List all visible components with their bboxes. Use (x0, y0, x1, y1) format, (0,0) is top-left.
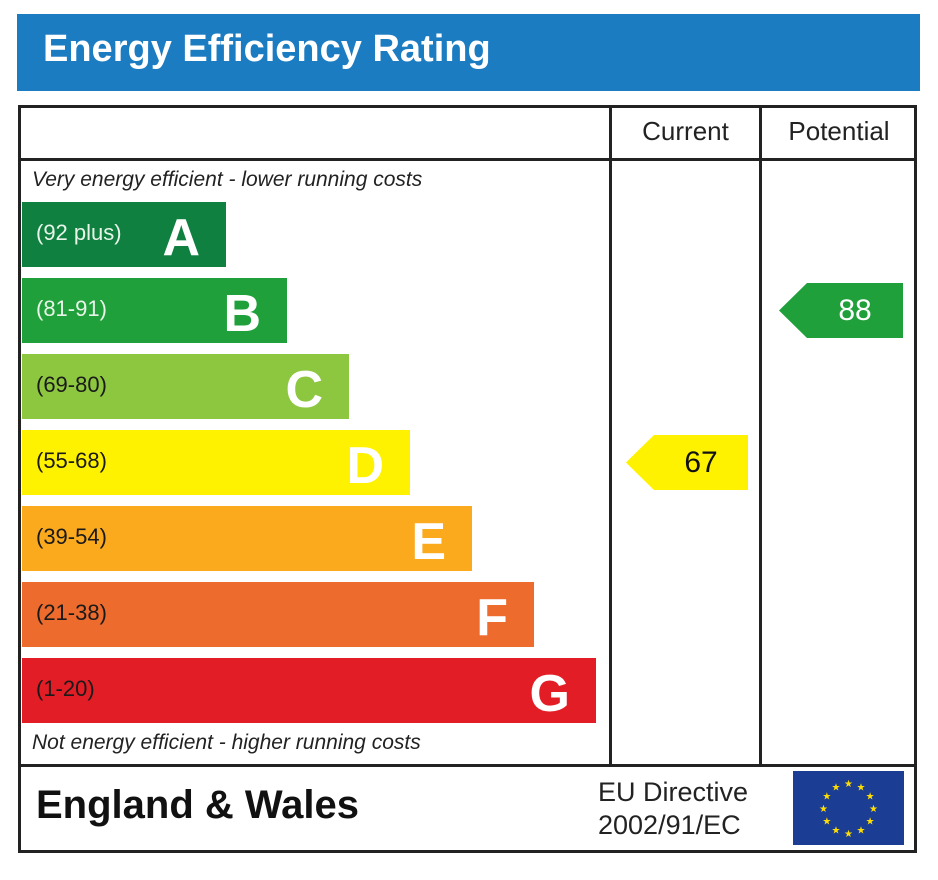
band-letter: F (476, 589, 508, 647)
band-range: (92 plus) (36, 220, 122, 245)
eu-star: ★ (844, 779, 853, 790)
potential-column-divider (759, 105, 762, 765)
band-b: (81-91) B (22, 278, 287, 343)
band-a: (92 plus) A (22, 202, 226, 267)
band-c: (69-80) C (22, 354, 349, 419)
band-letter: G (529, 665, 570, 723)
band-letter: B (223, 285, 261, 343)
eu-flag-icon: ★ ★ ★ ★ ★ ★ ★ ★ ★ ★ ★ ★ (793, 771, 904, 845)
title-bar: Energy Efficiency Rating (17, 14, 920, 91)
current-rating-arrow: 67 (626, 435, 748, 490)
band-range: (39-54) (36, 524, 107, 549)
current-rating-value: 67 (684, 445, 718, 479)
eu-directive: EU Directive 2002/91/EC (598, 776, 748, 842)
eu-star: ★ (857, 826, 866, 837)
top-note: Very energy efficient - lower running co… (32, 168, 423, 191)
eu-directive-line2: 2002/91/EC (598, 810, 741, 840)
eu-star: ★ (869, 804, 878, 815)
band-letter: E (411, 513, 446, 571)
band-range: (55-68) (36, 448, 107, 473)
eu-star: ★ (832, 826, 841, 837)
band-range: (69-80) (36, 372, 107, 397)
footer-divider (18, 764, 917, 767)
band-g: (1-20) G (22, 658, 596, 723)
eu-star: ★ (866, 792, 875, 803)
eu-star: ★ (844, 829, 853, 840)
header-divider (18, 158, 917, 161)
band-letter: D (346, 437, 384, 495)
potential-rating-value: 88 (838, 293, 872, 327)
band-d: (55-68) D (22, 430, 410, 495)
band-range: (1-20) (36, 676, 95, 701)
eu-star: ★ (866, 817, 875, 828)
current-header: Current (642, 116, 729, 146)
band-range: (21-38) (36, 600, 107, 625)
band-e: (39-54) E (22, 506, 472, 571)
band-f: (21-38) F (22, 582, 534, 647)
eu-star: ★ (819, 804, 828, 815)
band-letter: A (162, 209, 200, 267)
bottom-note: Not energy efficient - higher running co… (32, 731, 421, 754)
eu-star: ★ (832, 782, 841, 793)
band-letter: C (285, 361, 323, 419)
eu-star: ★ (822, 817, 831, 828)
band-range: (81-91) (36, 296, 107, 321)
current-column-divider (609, 105, 612, 765)
eu-star: ★ (857, 782, 866, 793)
chart-frame (18, 105, 917, 853)
potential-rating-arrow: 88 (779, 283, 903, 338)
eu-star: ★ (822, 792, 831, 803)
potential-header: Potential (788, 116, 890, 146)
eu-directive-line1: EU Directive (598, 777, 749, 807)
region-label: England & Wales (36, 783, 360, 827)
